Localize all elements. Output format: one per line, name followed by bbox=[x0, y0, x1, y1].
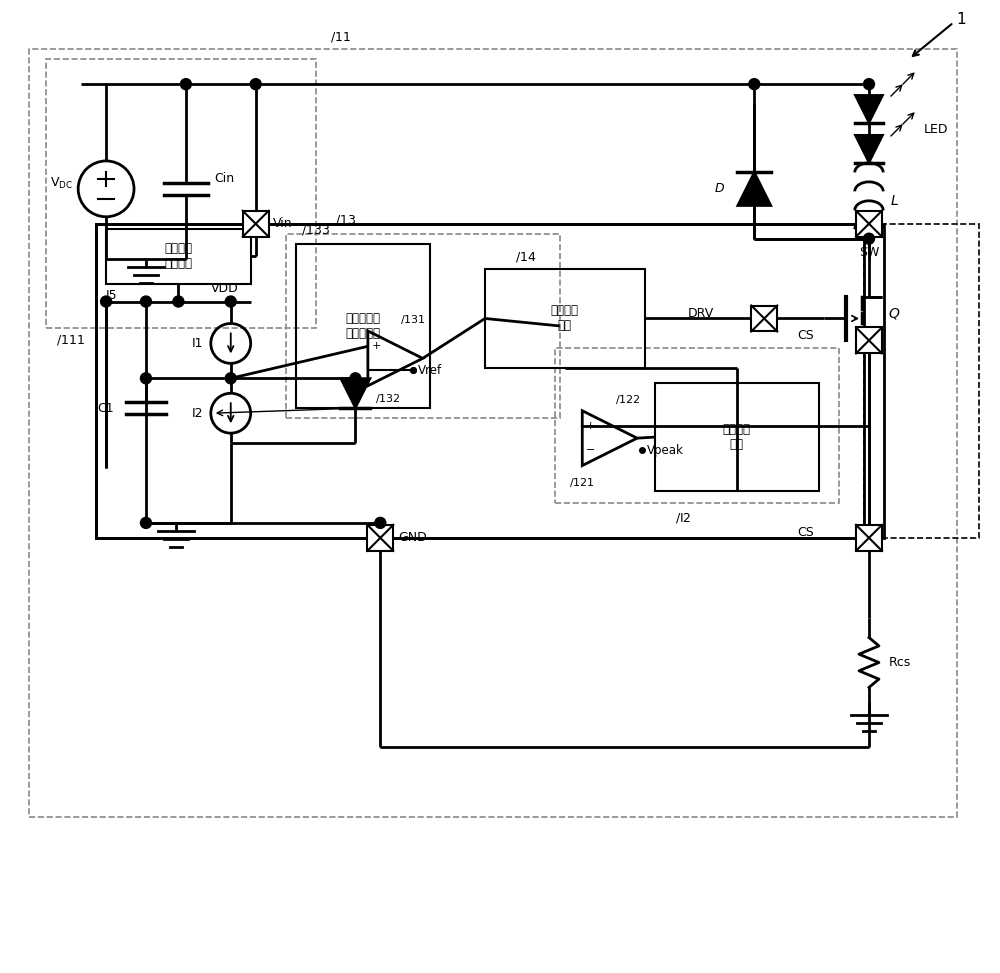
Text: Q: Q bbox=[889, 306, 900, 320]
Text: 1: 1 bbox=[956, 12, 966, 27]
Text: Vref: Vref bbox=[418, 364, 442, 377]
Text: C1: C1 bbox=[97, 402, 114, 414]
Circle shape bbox=[173, 296, 184, 307]
Polygon shape bbox=[855, 135, 883, 162]
Text: L: L bbox=[891, 194, 899, 208]
Bar bbox=[46, 59, 316, 329]
Text: VDD: VDD bbox=[211, 281, 239, 295]
Text: I1: I1 bbox=[191, 337, 203, 350]
Bar bbox=[367, 524, 393, 551]
Bar bbox=[243, 211, 269, 236]
Bar bbox=[856, 211, 882, 236]
Circle shape bbox=[350, 373, 361, 383]
Circle shape bbox=[141, 518, 151, 528]
Text: 工作电压
产生模块: 工作电压 产生模块 bbox=[164, 242, 192, 270]
Text: D: D bbox=[715, 182, 724, 196]
Text: I2: I2 bbox=[191, 407, 203, 419]
Text: 前沿消隐
单元: 前沿消隐 单元 bbox=[723, 423, 751, 451]
Text: CS: CS bbox=[797, 526, 814, 539]
Bar bbox=[296, 243, 430, 409]
Circle shape bbox=[225, 373, 236, 383]
Bar bbox=[29, 50, 957, 817]
Text: $\mathit{/}$122: $\mathit{/}$122 bbox=[615, 393, 641, 407]
Polygon shape bbox=[855, 95, 883, 123]
Bar bbox=[856, 524, 882, 551]
Circle shape bbox=[863, 79, 874, 90]
Text: V$_{\mathrm{DC}}$: V$_{\mathrm{DC}}$ bbox=[50, 176, 73, 192]
Text: SW: SW bbox=[859, 246, 879, 259]
Circle shape bbox=[225, 296, 236, 307]
Text: $\mathit{/}$131: $\mathit{/}$131 bbox=[400, 313, 426, 327]
Text: $\mathit{/}$132: $\mathit{/}$132 bbox=[375, 392, 401, 405]
Circle shape bbox=[180, 79, 191, 90]
Bar bbox=[286, 234, 560, 418]
Text: CS: CS bbox=[797, 329, 814, 342]
Circle shape bbox=[141, 373, 151, 383]
Circle shape bbox=[375, 518, 386, 528]
Text: $\mathit{/}$11: $\mathit{/}$11 bbox=[330, 30, 351, 44]
Bar bbox=[96, 224, 884, 538]
Text: $\mathit{/}$111: $\mathit{/}$111 bbox=[56, 334, 85, 347]
Text: $\mathit{/}$13: $\mathit{/}$13 bbox=[335, 213, 357, 227]
Text: Cin: Cin bbox=[214, 172, 234, 186]
Bar bbox=[106, 229, 251, 283]
Bar bbox=[864, 224, 979, 538]
Bar bbox=[485, 269, 645, 369]
Bar bbox=[856, 328, 882, 353]
Circle shape bbox=[749, 79, 760, 90]
Bar bbox=[751, 306, 777, 332]
Text: −: − bbox=[586, 446, 596, 455]
Text: +: + bbox=[372, 342, 381, 351]
Text: Rcs: Rcs bbox=[889, 656, 911, 669]
Text: 第一关断时
间产生单元: 第一关断时 间产生单元 bbox=[345, 312, 380, 340]
Circle shape bbox=[101, 296, 112, 307]
Circle shape bbox=[250, 79, 261, 90]
Bar bbox=[655, 383, 819, 491]
Polygon shape bbox=[737, 172, 771, 206]
Text: LED: LED bbox=[924, 123, 948, 135]
Text: Vpeak: Vpeak bbox=[647, 444, 684, 456]
Text: $\mathit{/}$133: $\mathit{/}$133 bbox=[301, 223, 330, 236]
Text: GND: GND bbox=[398, 531, 427, 544]
Text: DRV: DRV bbox=[688, 307, 714, 320]
Text: $\mathit{/}$I2: $\mathit{/}$I2 bbox=[675, 511, 691, 524]
Text: I5: I5 bbox=[106, 289, 118, 302]
Polygon shape bbox=[340, 378, 370, 409]
Bar bbox=[96, 224, 864, 538]
Text: −: − bbox=[372, 366, 381, 376]
Bar bbox=[555, 348, 839, 503]
Text: +: + bbox=[586, 421, 596, 431]
Text: $\mathit{/}$14: $\mathit{/}$14 bbox=[515, 250, 536, 264]
Circle shape bbox=[141, 296, 151, 307]
Text: $\mathit{/}$121: $\mathit{/}$121 bbox=[569, 476, 595, 489]
Text: Vin: Vin bbox=[273, 217, 292, 231]
Text: 驱动控制
模块: 驱动控制 模块 bbox=[551, 305, 579, 333]
Circle shape bbox=[863, 234, 874, 244]
